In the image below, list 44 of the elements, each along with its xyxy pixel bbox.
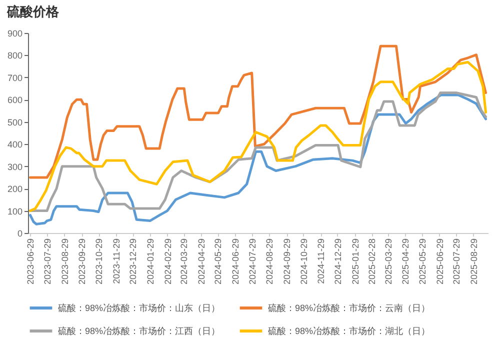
y-tick-label: 200 bbox=[7, 184, 22, 194]
x-tick-label: 2024-11-29 bbox=[316, 238, 326, 284]
x-tick-label: 2023-09-29 bbox=[77, 238, 88, 285]
x-tick-label: 2024-10-29 bbox=[298, 238, 309, 285]
x-tick-label: 2024-03-29 bbox=[179, 238, 190, 285]
y-tick-label: 700 bbox=[7, 72, 22, 83]
x-tick-label: 2025-05-29 bbox=[417, 238, 428, 285]
x-tick-label: 2024-02-29 bbox=[162, 238, 173, 285]
x-tick-label: 2023-10-29 bbox=[94, 238, 104, 285]
line-series bbox=[28, 60, 488, 212]
x-tick-label: 2024-01-29 bbox=[145, 238, 156, 285]
x-tick-label: 2024-06-29 bbox=[230, 238, 241, 285]
y-tick-label: 0 bbox=[17, 228, 22, 238]
x-tick-label: 2025-01-29 bbox=[350, 238, 360, 285]
x-tick-label: 2025-08-29 bbox=[468, 238, 479, 285]
y-tick-label: 100 bbox=[7, 206, 22, 216]
x-tick-label: 2025-04-29 bbox=[400, 238, 411, 285]
x-tick-label: 2024-05-29 bbox=[213, 238, 224, 285]
x-tick-label: 2023-06-29 bbox=[26, 238, 36, 285]
x-tick-label: 2023-07-29 bbox=[42, 238, 53, 285]
x-tick-label: 2025-02-28 bbox=[367, 238, 378, 285]
x-tick-label: 2025-03-29 bbox=[383, 238, 394, 285]
y-tick-label: 300 bbox=[7, 162, 22, 172]
legend-label: 硫酸：98%冶炼酸：市场价：山东（日） bbox=[58, 303, 220, 313]
legend-label: 硫酸：98%冶炼酸：市场价：云南（日） bbox=[268, 303, 430, 313]
y-tick-label: 800 bbox=[7, 50, 22, 61]
legend-label: 硫酸：98%冶炼酸：市场价：江西（日） bbox=[58, 326, 220, 336]
x-tick-label: 2023-08-29 bbox=[60, 238, 70, 285]
x-tick-label: 2024-12-29 bbox=[332, 238, 343, 285]
y-tick-label: 500 bbox=[7, 117, 22, 128]
y-tick-label: 600 bbox=[7, 95, 22, 106]
x-tick-label: 2024-08-29 bbox=[264, 238, 275, 285]
y-tick-label: 900 bbox=[7, 28, 22, 38]
x-tick-label: 2023-11-29 bbox=[111, 238, 122, 284]
x-tick-label: 2024-07-29 bbox=[247, 238, 258, 285]
x-tick-label: 2024-09-29 bbox=[282, 238, 292, 285]
chart-title: 硫酸价格 bbox=[6, 4, 60, 19]
line-series bbox=[28, 44, 488, 179]
legend-label: 硫酸：98%冶炼酸：市场价：湖北（日） bbox=[268, 326, 430, 336]
x-tick-label: 2023-12-29 bbox=[128, 238, 138, 285]
x-tick-label: 2025-07-29 bbox=[452, 238, 462, 285]
y-tick-label: 400 bbox=[7, 140, 22, 150]
x-tick-label: 2025-06-29 bbox=[434, 238, 445, 285]
x-tick-label: 2024-04-29 bbox=[196, 238, 206, 285]
